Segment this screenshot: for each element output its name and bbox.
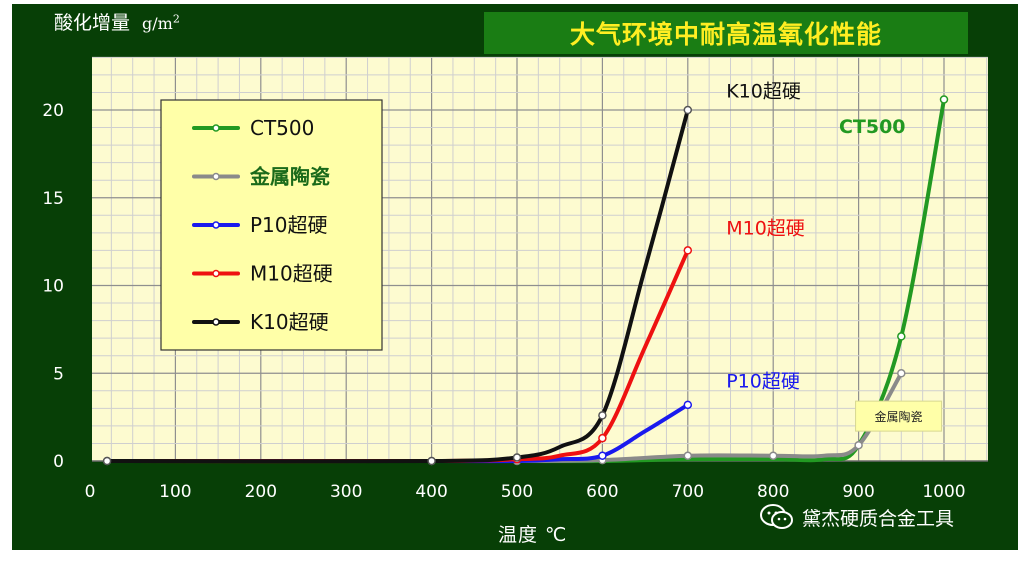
x-tick-label: 900 <box>842 482 874 502</box>
y-tick-label: 20 <box>42 101 64 121</box>
legend-marker <box>212 172 220 181</box>
x-tick-label: 600 <box>586 482 618 502</box>
legend-entry: P10超硬 <box>250 213 328 237</box>
legend-entry: M10超硬 <box>250 262 333 286</box>
legend-marker <box>212 269 220 278</box>
x-tick-label: 800 <box>757 482 789 502</box>
data-point <box>854 440 863 450</box>
x-tick-label: 0 <box>85 482 96 502</box>
axis-ticks: 0 100 200 300 400 500 600 700 800 900 1000 0 5 10 15 20 <box>42 101 965 502</box>
watermark: 黛杰硬质合金工具 <box>760 503 954 531</box>
x-tick-label: 700 <box>672 482 704 502</box>
data-point <box>683 400 693 410</box>
data-point <box>102 456 112 466</box>
series-label: P10超硬 <box>726 370 800 392</box>
data-point <box>897 369 906 378</box>
x-tick-label: 1000 <box>922 482 965 502</box>
legend-entry: K10超硬 <box>250 310 329 334</box>
y-axis-label: 酸化增量 g/m2 <box>54 8 180 35</box>
x-tick-label: 100 <box>159 482 191 502</box>
y-axis-unit-sup: 2 <box>172 12 180 26</box>
series-group <box>102 95 949 466</box>
wechat-icon <box>760 504 793 529</box>
data-point <box>897 332 906 341</box>
legend-marker <box>212 124 220 132</box>
data-point <box>598 433 607 443</box>
y-axis-unit-text: g/m <box>142 14 173 33</box>
legend-entry: CT500 <box>250 116 314 140</box>
data-point <box>512 453 522 462</box>
series-label-box <box>855 400 943 432</box>
legend-marker <box>212 318 220 326</box>
data-point <box>683 105 693 115</box>
data-point <box>683 451 693 460</box>
series-label: M10超硬 <box>726 218 805 240</box>
y-tick-label: 0 <box>53 452 64 472</box>
legend-entry: 金属陶瓷 <box>249 165 330 189</box>
x-tick-label: 200 <box>245 482 277 502</box>
chart-title: 大气环境中耐高温氧化性能 <box>484 12 968 54</box>
watermark-text: 黛杰硬质合金工具 <box>802 507 955 530</box>
data-point <box>598 411 607 420</box>
series-labels: CT500 金属陶瓷 P10超硬 M10超硬 K10超硬 <box>726 81 943 432</box>
data-point <box>598 451 607 460</box>
y-axis-unit: g/m2 <box>142 12 180 33</box>
legend: CT500 金属陶瓷 P10超硬 M10超硬 K10超硬 <box>160 99 383 351</box>
series-line-4 <box>105 108 690 464</box>
y-axis-label-text: 酸化增量 <box>54 12 131 34</box>
data-point <box>427 456 436 466</box>
y-tick-label: 5 <box>53 364 64 384</box>
series-label: K10超硬 <box>726 81 801 103</box>
x-tick-label: 300 <box>330 482 362 502</box>
x-tick-label: 500 <box>501 482 533 502</box>
x-axis-label: 温度 ℃ <box>498 524 568 546</box>
y-tick-label: 10 <box>42 277 64 297</box>
data-point <box>939 95 949 104</box>
data-point <box>768 451 778 460</box>
series-label: 金属陶瓷 <box>875 409 923 424</box>
series-label: CT500 <box>839 116 906 138</box>
y-tick-label: 15 <box>42 189 64 209</box>
legend-marker <box>212 221 220 229</box>
data-point <box>683 246 693 255</box>
x-tick-label: 400 <box>415 482 447 502</box>
